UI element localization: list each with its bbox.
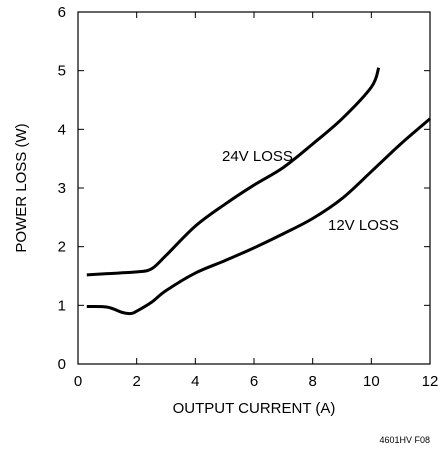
series-line-12v-loss [86,117,431,316]
x-tick-label: 0 [74,373,82,390]
y-tick-label: 6 [58,4,66,21]
y-tick-label: 4 [58,121,66,138]
y-tick-label: 1 [58,297,66,314]
x-axis-title: OUTPUT CURRENT (A) [173,400,336,417]
x-tick-label: 10 [363,373,380,390]
figure-id: 4601HV F08 [379,435,430,445]
x-tick-label: 2 [132,373,140,390]
y-tick-label: 3 [58,180,66,197]
series-label-24v: 24V LOSS [222,148,293,165]
x-tick-label: 12 [422,373,439,390]
series-line-24v-loss [86,67,381,277]
x-tick-label: 8 [308,373,316,390]
y-tick-label: 0 [58,356,66,373]
x-tick-label: 4 [191,373,199,390]
axis-ticks [77,11,431,365]
plot-frame [77,11,431,365]
y-tick-label: 5 [58,63,66,80]
series-lines [86,67,431,316]
series-label-12v: 12V LOSS [328,217,399,234]
y-tick-label: 2 [58,239,66,256]
x-tick-label: 6 [250,373,258,390]
y-axis-title: POWER LOSS (W) [13,123,30,252]
